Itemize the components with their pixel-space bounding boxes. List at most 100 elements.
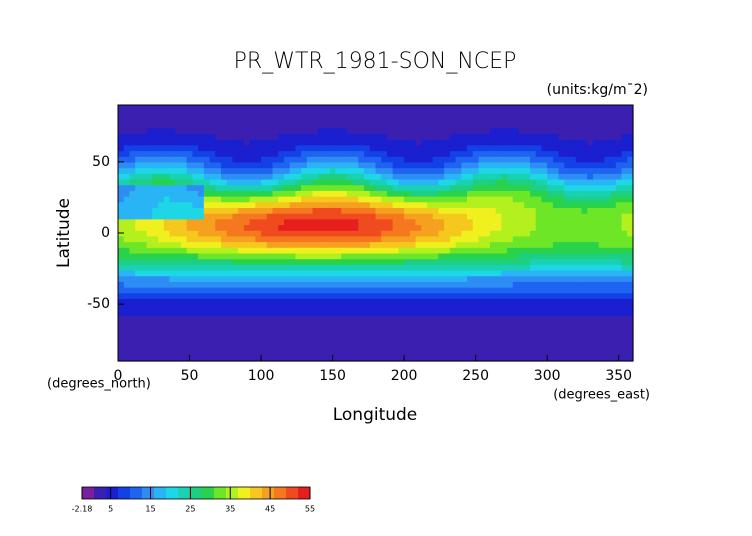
map-cell (547, 298, 554, 305)
map-cell (232, 190, 239, 197)
map-cell (530, 247, 537, 254)
map-cell (472, 292, 480, 300)
map-cell (266, 235, 274, 243)
map-cell (215, 269, 222, 277)
map-cell (215, 304, 222, 311)
map-cell (301, 167, 308, 174)
map-cell (438, 326, 445, 334)
map-cell (392, 207, 399, 214)
map-cell (169, 275, 176, 282)
map-cell (129, 178, 136, 186)
map-cell (232, 196, 239, 203)
map-cell (146, 196, 153, 203)
map-cell (627, 309, 634, 317)
map-cell (369, 201, 377, 208)
map-cell (163, 127, 171, 135)
map-cell (398, 298, 405, 305)
map-cell (489, 252, 497, 260)
map-cell (306, 127, 314, 135)
map-cell (621, 315, 628, 322)
map-cell (209, 139, 216, 146)
map-cell (329, 116, 337, 123)
map-cell (358, 201, 365, 208)
map-cell (570, 315, 577, 322)
map-cell (392, 315, 399, 322)
map-cell (610, 230, 617, 237)
map-cell (541, 309, 548, 317)
map-cell (243, 298, 251, 305)
map-cell (427, 298, 434, 305)
map-cell (415, 252, 422, 260)
map-cell (364, 184, 371, 191)
map-cell (524, 105, 531, 112)
map-cell (249, 275, 256, 282)
map-cell (547, 167, 554, 174)
map-cell (432, 116, 440, 123)
map-cell (341, 144, 348, 152)
map-cell (289, 196, 296, 203)
map-cell (615, 326, 623, 334)
map-cell (512, 150, 520, 157)
map-cell (478, 269, 485, 277)
map-cell (575, 116, 583, 123)
map-cell (329, 156, 337, 163)
map-cell (129, 122, 136, 129)
map-cell (427, 292, 434, 300)
map-cell (484, 304, 491, 311)
map-cell (266, 247, 274, 254)
map-cell (461, 343, 468, 351)
map-cell (564, 309, 571, 317)
map-cell (243, 116, 251, 123)
map-cell (598, 156, 605, 163)
map-cell (146, 207, 153, 214)
map-cell (146, 332, 153, 339)
map-cell (455, 224, 462, 231)
map-cell (335, 338, 342, 345)
map-cell (369, 116, 377, 123)
map-cell (587, 326, 594, 334)
map-cell (484, 133, 491, 140)
map-cell (404, 332, 411, 339)
map-cell (215, 161, 222, 169)
map-cell (329, 133, 337, 140)
map-cell (484, 173, 491, 180)
map-cell (369, 207, 377, 214)
map-cell (266, 309, 274, 317)
map-cell (358, 326, 365, 334)
map-cell (175, 298, 182, 305)
map-cell (192, 224, 199, 231)
map-cell (215, 167, 222, 174)
map-cell (346, 110, 354, 117)
map-cell (472, 150, 480, 157)
map-cell (449, 247, 457, 254)
map-cell (375, 105, 382, 112)
map-cell (238, 338, 245, 345)
map-cell (570, 127, 577, 135)
map-cell (524, 309, 531, 317)
map-cell (140, 218, 148, 226)
map-cell (541, 264, 548, 271)
map-cell (175, 241, 182, 248)
map-cell (329, 343, 337, 351)
map-cell (324, 116, 331, 123)
map-cell (587, 190, 594, 197)
map-cell (295, 321, 302, 328)
map-cell (289, 133, 296, 140)
map-cell (541, 338, 548, 345)
map-cell (427, 105, 434, 112)
map-cell (409, 196, 417, 203)
map-cell (278, 156, 285, 163)
map-cell (415, 213, 422, 220)
map-cell (238, 292, 245, 300)
map-cell (489, 122, 497, 129)
map-cell (535, 110, 543, 117)
map-cell (352, 321, 359, 328)
map-cell (489, 326, 497, 334)
map-cell (484, 110, 491, 117)
map-cell (295, 343, 302, 351)
map-cell (255, 326, 262, 334)
map-cell (398, 309, 405, 317)
map-cell (524, 252, 531, 260)
map-cell (266, 355, 274, 362)
map-cell (169, 150, 176, 157)
